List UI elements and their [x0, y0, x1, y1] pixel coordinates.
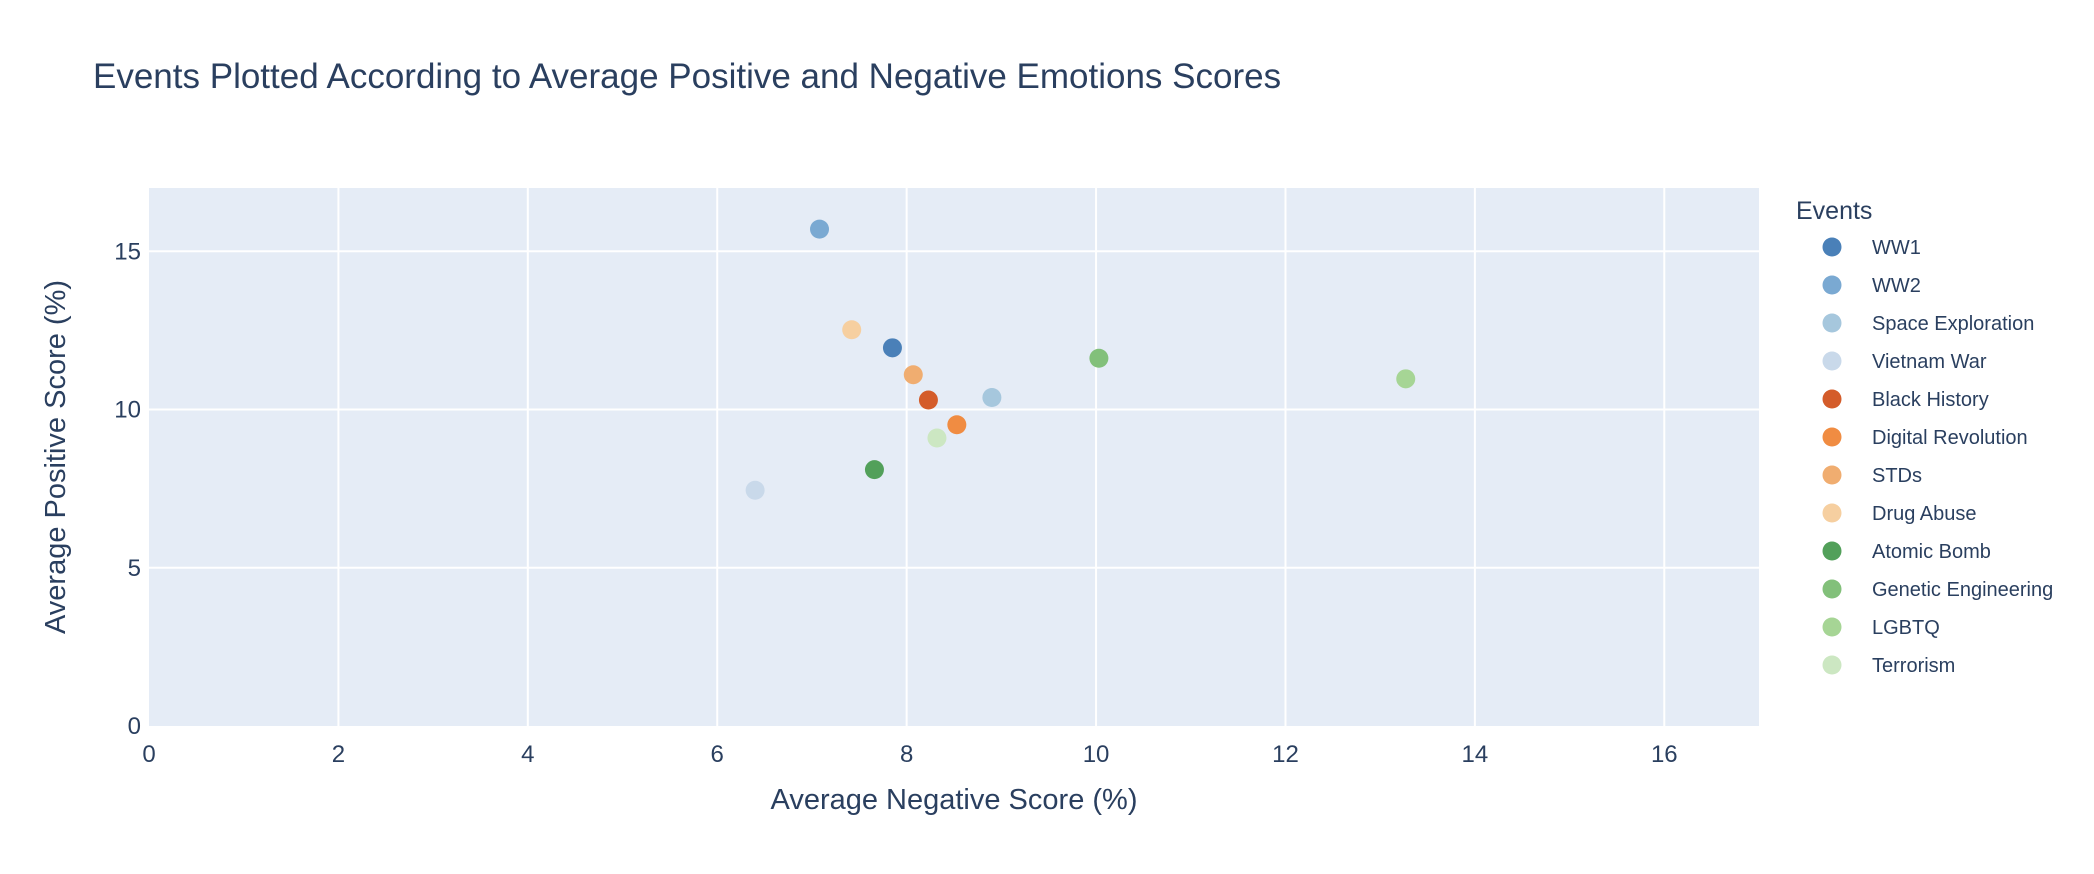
legend-item[interactable]: Space Exploration	[1822, 313, 2035, 335]
y-tick-label: 5	[128, 555, 141, 582]
legend-title: Events	[1796, 197, 1872, 225]
legend-item[interactable]: LGBTQ	[1822, 617, 1940, 639]
legend-marker	[1822, 275, 1842, 295]
legend-marker	[1822, 313, 1842, 333]
legend-marker	[1822, 655, 1842, 675]
data-points	[745, 219, 1416, 500]
legend-label: Vietnam War	[1872, 351, 1987, 373]
legend-label: Digital Revolution	[1872, 427, 2028, 449]
legend-marker	[1822, 617, 1842, 637]
legend-label: STDs	[1872, 465, 1922, 487]
x-tick-label: 0	[142, 741, 155, 768]
legend[interactable]: Events WW1 WW2 Space Exploration Vietnam Wa…	[1796, 197, 2053, 677]
legend-item[interactable]: Drug Abuse	[1822, 503, 1977, 525]
legend-item[interactable]: WW1	[1822, 237, 1921, 259]
plot-area	[149, 188, 1759, 726]
legend-item[interactable]: Atomic Bomb	[1822, 541, 1991, 563]
x-tick-label: 12	[1272, 741, 1299, 768]
legend-marker	[1822, 579, 1842, 599]
legend-marker	[1822, 541, 1842, 561]
data-point[interactable]	[903, 365, 923, 385]
y-tick-label: 0	[128, 713, 141, 740]
legend-label: LGBTQ	[1872, 617, 1940, 639]
data-point[interactable]	[745, 480, 765, 500]
legend-item[interactable]: Digital Revolution	[1822, 427, 2028, 449]
x-tick-label: 6	[711, 741, 724, 768]
y-tick-label: 10	[114, 397, 141, 424]
x-tick-label: 2	[332, 741, 345, 768]
data-point[interactable]	[810, 219, 830, 239]
legend-marker	[1822, 237, 1842, 257]
legend-item[interactable]: Genetic Engineering	[1822, 579, 2054, 601]
data-point[interactable]	[918, 390, 938, 410]
y-axis-title: Average Positive Score (%)	[40, 280, 72, 634]
legend-marker	[1822, 351, 1842, 371]
legend-item[interactable]: Black History	[1822, 389, 1989, 411]
legend-marker	[1822, 427, 1842, 447]
legend-marker	[1822, 465, 1842, 485]
x-axis-ticks: 0 2 4 6 8 10 12 14 16	[142, 741, 1677, 768]
legend-item[interactable]: Vietnam War	[1822, 351, 1987, 373]
legend-label: Space Exploration	[1872, 313, 2034, 335]
data-point[interactable]	[982, 388, 1002, 408]
legend-label: Terrorism	[1872, 655, 1955, 677]
legend-item[interactable]: Terrorism	[1822, 655, 1956, 677]
legend-label: Atomic Bomb	[1872, 541, 1991, 563]
data-point[interactable]	[864, 460, 884, 480]
data-point[interactable]	[1396, 369, 1416, 389]
x-tick-label: 4	[521, 741, 534, 768]
data-point[interactable]	[927, 428, 947, 448]
x-tick-label: 8	[900, 741, 913, 768]
x-axis-title: Average Negative Score (%)	[771, 784, 1138, 816]
legend-label: Black History	[1872, 389, 1989, 411]
data-point[interactable]	[947, 415, 967, 435]
y-axis-ticks: 0 5 10 15	[114, 238, 141, 740]
x-tick-label: 16	[1651, 741, 1678, 768]
gridlines	[149, 188, 1759, 726]
data-point[interactable]	[1089, 348, 1109, 368]
x-tick-label: 14	[1462, 741, 1489, 768]
x-tick-label: 10	[1083, 741, 1110, 768]
legend-item[interactable]: STDs	[1822, 465, 1923, 487]
y-tick-label: 15	[114, 238, 141, 265]
data-point[interactable]	[842, 320, 862, 340]
legend-label: Drug Abuse	[1872, 503, 1977, 525]
legend-marker	[1822, 503, 1842, 523]
legend-label: Genetic Engineering	[1872, 579, 2053, 601]
legend-label: WW1	[1872, 237, 1921, 259]
chart-title: Events Plotted According to Average Posi…	[93, 57, 1281, 96]
legend-label: WW2	[1872, 275, 1921, 297]
legend-marker	[1822, 389, 1842, 409]
data-point[interactable]	[882, 338, 902, 358]
legend-item[interactable]: WW2	[1822, 275, 1921, 297]
